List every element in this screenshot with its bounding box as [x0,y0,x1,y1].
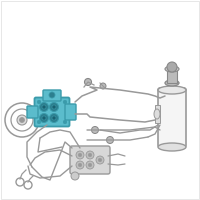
Circle shape [78,153,82,157]
FancyBboxPatch shape [70,146,110,174]
Circle shape [86,151,94,159]
Circle shape [42,105,46,109]
Circle shape [98,158,102,162]
Circle shape [63,100,67,104]
Ellipse shape [165,80,179,86]
Bar [155,105,160,123]
Circle shape [96,156,104,164]
Circle shape [42,116,46,120]
Circle shape [76,161,84,169]
FancyBboxPatch shape [65,104,76,120]
Ellipse shape [158,143,186,151]
Circle shape [84,78,92,86]
Circle shape [63,120,67,124]
Circle shape [17,115,27,125]
Circle shape [106,136,114,144]
Circle shape [52,116,56,120]
FancyBboxPatch shape [27,106,38,118]
Circle shape [76,151,84,159]
FancyBboxPatch shape [35,98,70,127]
Circle shape [92,127,98,134]
Circle shape [88,153,92,157]
Circle shape [167,62,177,72]
Circle shape [37,120,41,124]
Circle shape [37,100,41,104]
Ellipse shape [158,86,186,94]
Circle shape [100,83,106,89]
FancyBboxPatch shape [43,90,61,101]
Circle shape [50,114,58,122]
Circle shape [52,105,56,109]
Ellipse shape [165,66,179,72]
Circle shape [88,163,92,167]
Ellipse shape [154,109,160,119]
Circle shape [71,172,79,180]
Circle shape [78,163,82,167]
Circle shape [20,117,24,122]
Circle shape [40,114,48,122]
Circle shape [86,161,94,169]
FancyBboxPatch shape [158,88,186,147]
Bar [167,69,177,83]
Circle shape [50,102,58,112]
Circle shape [49,92,55,98]
Circle shape [40,102,48,112]
